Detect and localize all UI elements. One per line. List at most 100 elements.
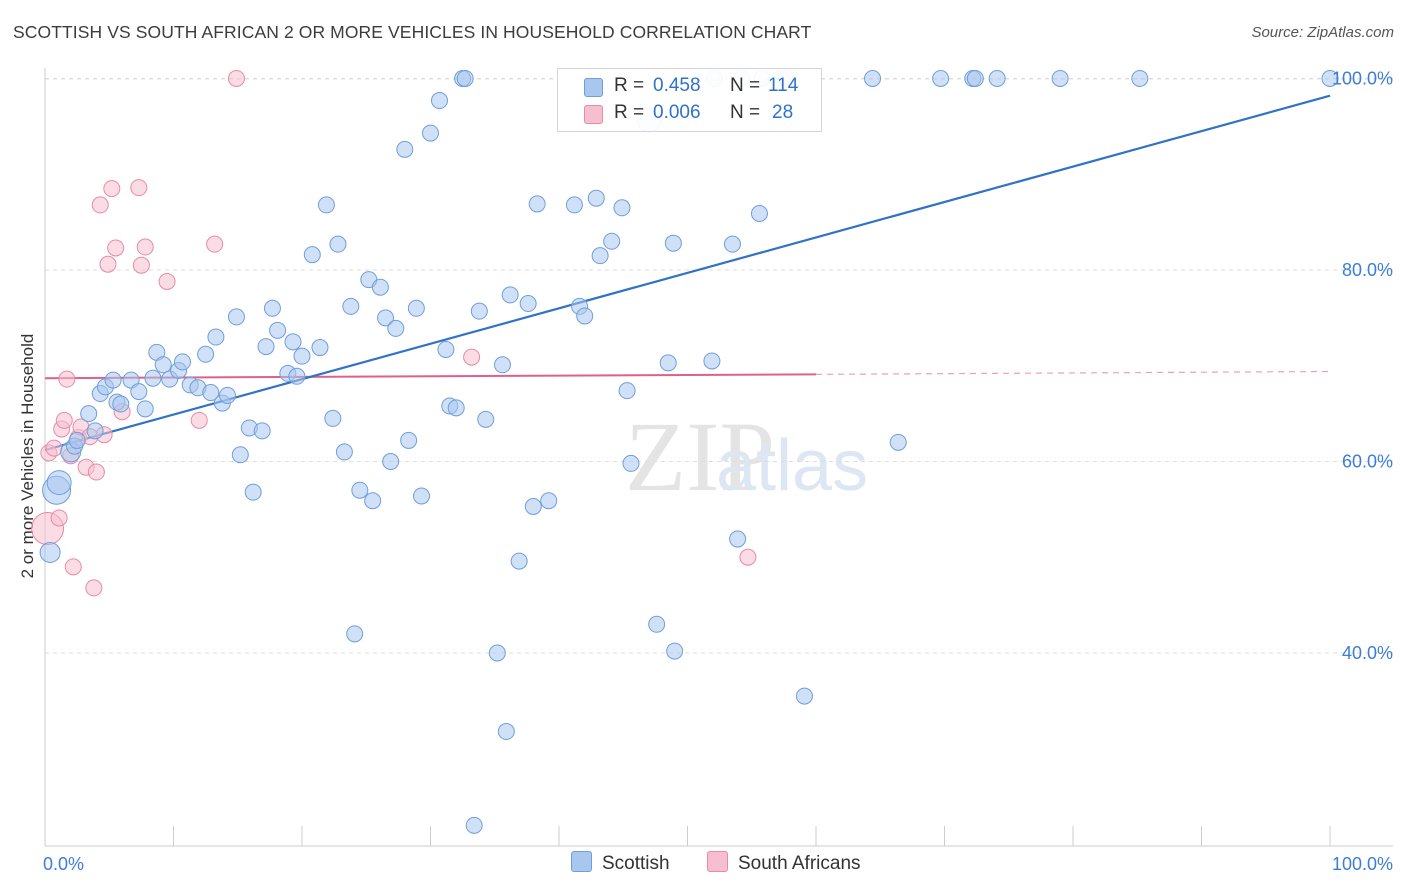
scottish-point [618, 382, 636, 400]
scottish-point [613, 199, 631, 217]
scottish-point [528, 195, 546, 213]
scottish-point [447, 399, 465, 417]
scottish-point [1131, 70, 1149, 87]
scottish-point [407, 299, 425, 317]
scottish-point [723, 235, 741, 253]
south-african-point [50, 509, 68, 527]
scottish-point [154, 356, 172, 374]
scottish-point [591, 247, 609, 265]
scottish-point [364, 492, 382, 510]
correlation-legend: R = 0.458 N = 114 R = 0.006 N = 28 [557, 68, 822, 132]
scottish-point [430, 92, 448, 110]
scottish-point [501, 286, 519, 304]
south-african-point [45, 439, 63, 457]
scottish-point [244, 483, 262, 501]
y-tick-label: 80.0% [1342, 260, 1393, 280]
scottish-point [257, 338, 275, 356]
scottish-point [130, 383, 148, 401]
y-tick-label: 100.0% [1332, 69, 1393, 89]
south-african-point [58, 370, 76, 388]
south-african-point [132, 256, 150, 274]
legend-r-value: 0.458 [653, 75, 701, 96]
scottish-point [351, 481, 369, 499]
south-african-swatch [707, 851, 728, 872]
legend-row-scottish: R = 0.458 N = 114 [558, 73, 821, 101]
scottish-point [966, 70, 984, 87]
scottish-point [497, 723, 515, 741]
scottish-point [524, 498, 542, 516]
scottish-trend-line [44, 94, 1331, 452]
x-tick-label: 0.0% [43, 854, 84, 874]
legend-r-label: R = [614, 75, 645, 96]
scottish-point [587, 189, 605, 207]
scottish-point [173, 353, 191, 371]
scottish-point [470, 302, 488, 320]
scottish-point [456, 70, 474, 87]
scottish-point [795, 687, 813, 705]
scottish-point [488, 644, 506, 662]
scottish-point [510, 552, 528, 570]
scottish-point [293, 347, 311, 365]
south-african-point [107, 239, 125, 257]
legend-r-value: 0.006 [653, 102, 701, 123]
scottish-point [227, 308, 245, 326]
scottish-swatch [571, 851, 592, 872]
scottish-point [253, 422, 271, 440]
scottish-point [400, 431, 418, 449]
scottish-point [329, 235, 347, 253]
scottish-point [422, 124, 439, 142]
scottish-point [324, 409, 342, 427]
scottish-point [46, 470, 72, 496]
scottish-point [346, 625, 364, 643]
scottish-point [519, 295, 537, 313]
south-africans-label: South Africans [738, 853, 861, 874]
south-african-point [463, 348, 481, 366]
legend-row-south-africans: R = 0.006 N = 28 [558, 100, 821, 128]
south-african-swatch [584, 105, 603, 124]
south-african-point [103, 180, 121, 198]
south-african-point [55, 411, 73, 429]
scottish-point [317, 196, 335, 214]
scottish-point [889, 433, 907, 451]
scottish-point [750, 205, 768, 223]
scottish-point [603, 232, 621, 250]
south-african-point [136, 238, 154, 256]
scottish-point [387, 319, 405, 337]
scottish-point [666, 642, 684, 660]
scottish-point [284, 333, 302, 351]
x-tick-label: 100.0% [1332, 854, 1393, 874]
legend-n-value: 28 [772, 102, 794, 123]
scottish-point [864, 70, 882, 87]
scottish-point [68, 431, 86, 449]
south-african-point [158, 272, 176, 290]
south-african-point [87, 463, 105, 481]
scottish-point [659, 354, 677, 372]
south-african-point [64, 558, 82, 576]
scottish-point [335, 443, 353, 461]
scottish-point [144, 369, 162, 387]
scottish-swatch [584, 78, 603, 97]
scottish-point [729, 530, 747, 548]
scottish-point [197, 345, 215, 363]
scottish-point [565, 196, 583, 214]
scottish-point [465, 816, 483, 834]
scottish-point [311, 339, 329, 357]
legend-n-label: N = [730, 75, 761, 96]
scottish-point [932, 70, 950, 87]
scottish-point [622, 454, 640, 472]
south-african-point [206, 235, 224, 253]
south-african-trend-extension [815, 370, 1331, 375]
y-tick-label: 60.0% [1342, 452, 1393, 472]
scottish-point [703, 352, 721, 370]
south-african-point [739, 548, 757, 566]
chart-title: SCOTTISH VS SOUTH AFRICAN 2 OR MORE VEHI… [13, 22, 812, 42]
scottish-point [377, 309, 395, 327]
y-tick-label: 40.0% [1342, 643, 1393, 663]
scottish-point [371, 278, 389, 296]
scottish-point [136, 400, 154, 418]
scottish-point [1321, 70, 1339, 87]
scottish-point [648, 615, 666, 633]
watermark-atlas: atlas [716, 426, 868, 506]
south-african-point [85, 579, 103, 597]
